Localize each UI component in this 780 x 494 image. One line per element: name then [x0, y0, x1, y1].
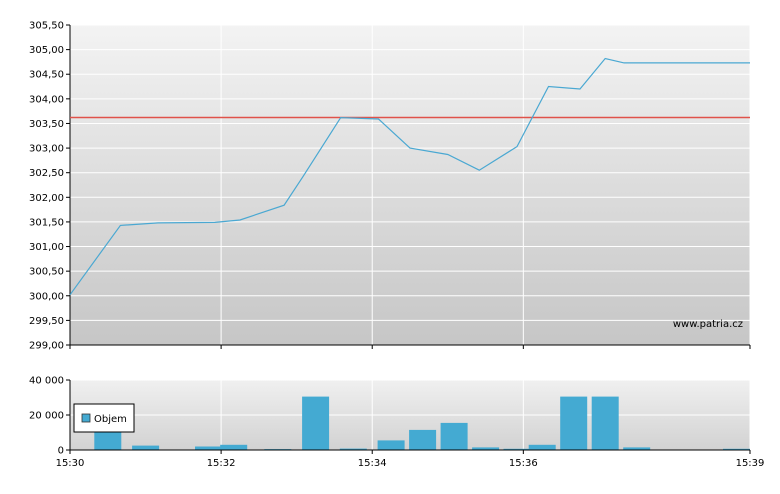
price-plot-background	[70, 25, 750, 345]
volume-bar	[528, 444, 556, 451]
volume-x-tick-label: 15:34	[358, 458, 387, 469]
volume-bar	[409, 429, 437, 450]
volume-bar	[440, 422, 468, 450]
price-y-tick-label: 300,50	[29, 267, 64, 278]
price-y-tick-label: 300,00	[29, 291, 64, 302]
price-y-tick-label: 301,00	[29, 242, 64, 253]
price-y-tick-label: 299,50	[29, 316, 64, 327]
legend-swatch	[81, 413, 91, 423]
volume-bar	[132, 445, 160, 450]
volume-x-tick-label: 15:36	[509, 458, 538, 469]
price-y-tick-label: 299,00	[29, 341, 64, 352]
volume-panel: 40 000 20 000 015:30 15:32 15:34 15:36 15:39	[29, 376, 764, 470]
price-y-tick-label: 303,50	[29, 119, 64, 130]
volume-y-tick-label: 20 000	[29, 411, 64, 422]
volume-bar	[591, 396, 619, 450]
volume-bar	[472, 447, 500, 450]
volume-bar	[623, 447, 651, 450]
watermark: www.patria.cz	[673, 319, 743, 330]
volume-bar	[339, 448, 367, 450]
volume-x-tick-label: 15:39	[736, 458, 765, 469]
volume-x-tick-label: 15:30	[56, 458, 85, 469]
legend-label: Objem	[94, 414, 127, 425]
volume-bar	[195, 446, 222, 450]
legend: Objem	[73, 403, 135, 433]
price-y-tick-label: 302,50	[29, 168, 64, 179]
price-y-tick-label: 302,00	[29, 193, 64, 204]
volume-bar	[220, 444, 248, 451]
price-y-tick-label: 305,50	[29, 21, 64, 32]
price-line	[69, 57, 750, 296]
price-y-tick-label: 303,00	[29, 144, 64, 155]
volume-bar	[723, 448, 750, 450]
price-y-tick-label: 304,00	[29, 94, 64, 105]
price-panel: 305,50 305,00 304,50 304,00 303,50 303,00 302,…	[29, 21, 751, 352]
price-y-tick-label: 305,00	[29, 45, 64, 56]
volume-y-tick-label: 0	[58, 446, 64, 457]
price-y-tick-label: 301,50	[29, 217, 64, 228]
volume-bar	[560, 396, 588, 450]
volume-y-tick-label: 40 000	[29, 376, 64, 387]
volume-x-tick-label: 15:32	[207, 458, 236, 469]
price-y-tick-label: 304,50	[29, 70, 64, 81]
volume-bar	[377, 440, 405, 450]
volume-bar	[503, 448, 531, 450]
volume-bar	[302, 396, 330, 450]
